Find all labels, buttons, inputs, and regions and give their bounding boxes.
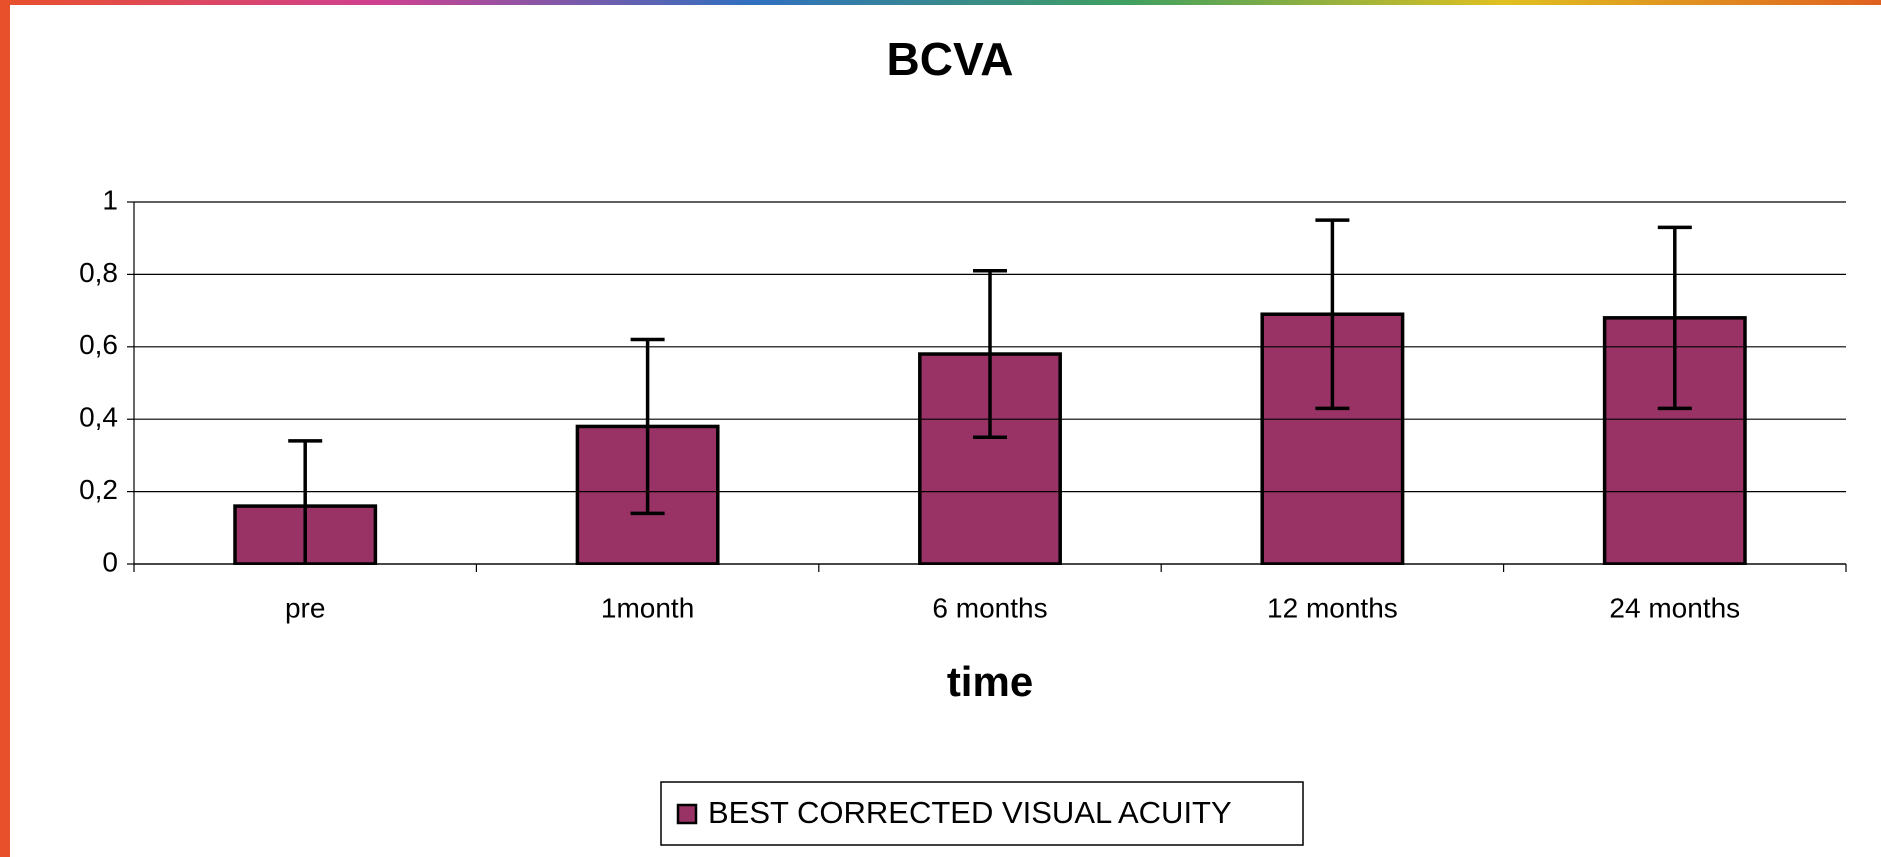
legend-swatch	[676, 803, 698, 825]
chart-title: BCVA	[887, 33, 1014, 85]
chart: BCVA time 0 0,2 0,4 0,6 0,8 1 pre 1month 6 month…	[10, 5, 1881, 857]
y-tick-label: 0,4	[79, 402, 118, 433]
y-tick-label: 0,6	[79, 329, 118, 360]
plot	[233, 218, 1747, 565]
x-tick-label: 12 months	[1267, 592, 1398, 623]
y-tick-label: 0,2	[79, 474, 118, 505]
x-tick-label: 6 months	[932, 592, 1047, 623]
x-axis-label: time	[947, 658, 1033, 705]
x-tick-label: pre	[285, 592, 325, 623]
y-tick-label: 0	[102, 546, 118, 577]
legend-box	[660, 781, 1304, 846]
y-tick-label: 0,8	[79, 257, 118, 288]
y-tick-label: 1	[102, 184, 118, 215]
legend-label: BEST CORRECTED VISUAL ACUITY	[708, 795, 1232, 830]
x-tick-label: 24 months	[1609, 592, 1740, 623]
x-tick-label: 1month	[601, 592, 694, 623]
